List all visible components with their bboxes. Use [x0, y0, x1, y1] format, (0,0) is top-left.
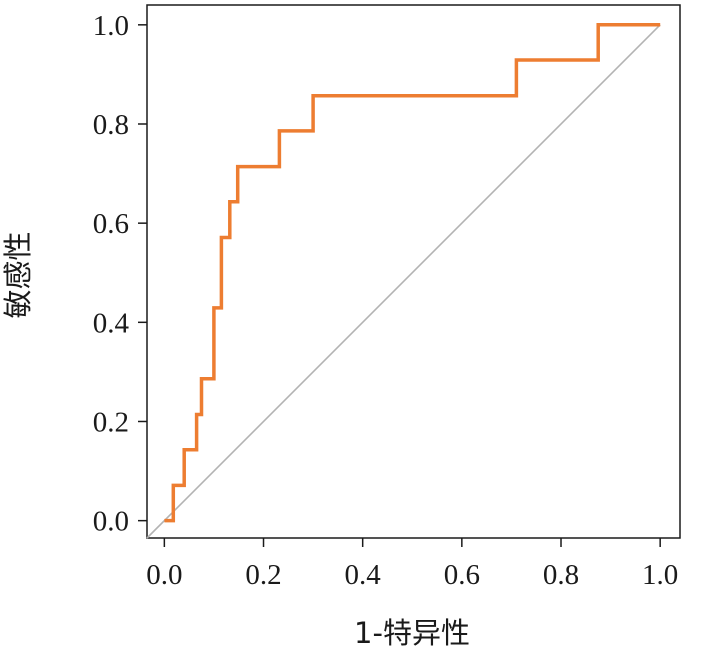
x-tick-label: 0.2 — [245, 559, 281, 591]
reference-diagonal — [146, 24, 661, 539]
x-tick-label: 0.8 — [543, 559, 579, 591]
x-tick-label: 0.0 — [146, 559, 182, 591]
reference-line — [146, 24, 661, 539]
x-axis-label: 1-特异性 — [354, 616, 470, 650]
plot-border — [146, 4, 681, 539]
x-tick-label: 1.0 — [642, 559, 678, 591]
y-tick-label: 0.8 — [93, 109, 129, 141]
y-axis-label: 敏感性 — [1, 231, 35, 318]
y-ticks: 0.0 0.2 0.4 0.6 0.8 1.0 — [93, 10, 147, 538]
x-ticks: 0.0 0.2 0.4 0.6 0.8 1.0 — [146, 538, 678, 591]
y-tick-label: 0.2 — [93, 406, 129, 438]
y-tick-label: 0.4 — [93, 307, 130, 339]
roc-series — [164, 23, 661, 523]
x-tick-label: 0.6 — [444, 559, 480, 591]
y-tick-label: 1.0 — [93, 10, 129, 42]
x-tick-label: 0.4 — [345, 559, 382, 591]
roc-curve-line — [164, 23, 661, 523]
y-tick-label: 0.6 — [93, 208, 129, 240]
y-tick-label: 0.0 — [93, 506, 129, 538]
plot-frame — [146, 4, 681, 539]
